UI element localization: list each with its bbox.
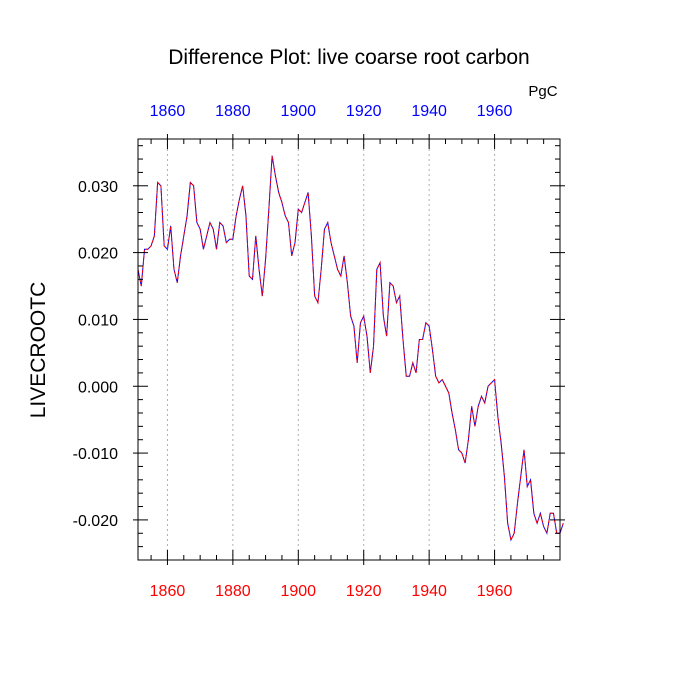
x-tick-label-top-1960: 1960 — [477, 103, 513, 120]
series-layer — [137, 155, 564, 542]
y-tick-label--0.020: -0.020 — [73, 513, 118, 530]
x-tick-label-bottom-1900: 1900 — [280, 583, 316, 600]
x-tick-label-top-1880: 1880 — [215, 103, 251, 120]
y-axis-label: LIVECROOTC — [27, 282, 50, 419]
axis-tick-labels: 1860 1880 1900 1920 1940 1960 1860 1880 1900 1920… — [73, 103, 513, 600]
x-tick-label-top-1900: 1900 — [280, 103, 316, 120]
x-tick-label-bottom-1880: 1880 — [215, 583, 251, 600]
series-line-dashed-difference — [137, 155, 564, 542]
x-tick-label-bottom-1960: 1960 — [477, 583, 513, 600]
y-tick-label-0.000: 0.000 — [78, 379, 118, 396]
units-label: PgC — [528, 83, 557, 100]
y-tick-label-0.030: 0.030 — [78, 179, 118, 196]
x-tick-label-bottom-1860: 1860 — [150, 583, 186, 600]
y-tick-label-0.020: 0.020 — [78, 246, 118, 263]
plot-frame — [137, 138, 561, 561]
series-line-solid-difference — [137, 155, 564, 542]
x-tick-label-bottom-1940: 1940 — [411, 583, 447, 600]
y-tick-label--0.010: -0.010 — [73, 446, 118, 463]
axis-ticks — [133, 134, 565, 565]
chart-title: Difference Plot: live coarse root carbon — [168, 46, 529, 69]
x-tick-label-bottom-1920: 1920 — [346, 583, 382, 600]
grid-lines — [166, 139, 496, 560]
x-tick-label-top-1920: 1920 — [346, 103, 382, 120]
y-tick-label-0.010: 0.010 — [78, 312, 118, 329]
x-tick-label-top-1860: 1860 — [150, 103, 186, 120]
x-tick-label-top-1940: 1940 — [411, 103, 447, 120]
